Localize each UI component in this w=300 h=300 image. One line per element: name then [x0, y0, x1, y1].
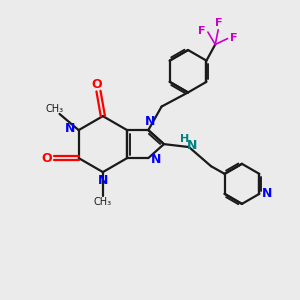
Text: O: O	[42, 152, 52, 165]
Text: F: F	[230, 33, 237, 43]
Text: N: N	[187, 139, 197, 152]
Text: CH₃: CH₃	[45, 103, 63, 114]
Text: N: N	[262, 188, 272, 200]
Text: N: N	[65, 122, 76, 135]
Text: H: H	[180, 134, 189, 144]
Text: N: N	[98, 174, 108, 187]
Text: F: F	[215, 18, 223, 28]
Text: F: F	[198, 26, 206, 37]
Text: CH₃: CH₃	[94, 197, 112, 207]
Text: N: N	[145, 116, 155, 128]
Text: N: N	[152, 153, 162, 166]
Text: O: O	[92, 78, 102, 91]
